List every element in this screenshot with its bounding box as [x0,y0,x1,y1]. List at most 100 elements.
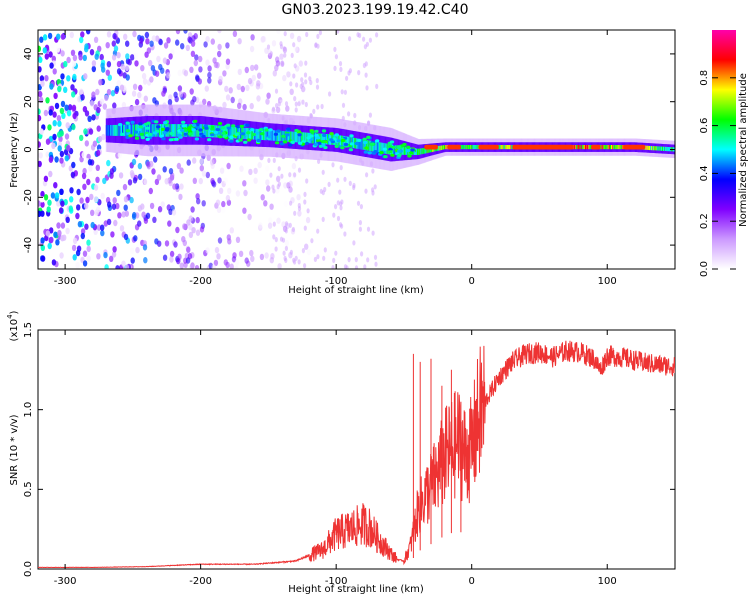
spectrogram-band-core [369,140,372,151]
spectrogram-band-speckle [181,124,186,128]
spectrogram-noise-cell [300,77,304,83]
spectrogram-noise-cell [47,124,52,131]
spectrogram-noise-cell [292,73,296,79]
spectrogram-band-speckle [246,138,252,142]
spectrogram-noise-cell [205,59,210,66]
spectrogram-noise-cell [272,70,277,77]
spectrogram-noise-cell [40,244,45,251]
spectrogram-noise-cell [270,253,275,260]
spectrogram-band-core [258,129,261,140]
spectrogram-noise-cell [284,101,289,107]
spectrogram-band-speckle [304,141,309,146]
spectrogram-band-speckle [191,128,196,132]
spectrogram-band-speckle [405,149,411,153]
spectrogram-noise-cell [211,264,216,269]
spectrogram-noise-cell [156,55,161,63]
spectrogram-noise-cell [101,133,106,141]
spectrogram-band-core [372,141,375,152]
spectrogram-band-core [615,145,618,150]
spectrogram-noise-cell [197,78,202,85]
spectrogram-band-core [437,146,440,151]
spectrogram-noise-cell [111,40,117,47]
spectrogram-band-speckle [204,126,209,130]
spectrogram-band-speckle [250,128,255,132]
spectrogram-band-core [606,145,609,150]
spectrogram-band-speckle [316,139,321,143]
spectrogram-band-core [147,124,149,137]
spectrogram-noise-cell [238,250,244,257]
spectrogram-noise-cell [272,188,276,194]
spectrogram-band-core [174,124,177,137]
spectrogram-noise-cell [316,43,320,49]
spectrogram-noise-cell [232,183,237,191]
spectrogram-band-core [460,145,463,150]
spectrogram-noise-cell [104,264,109,269]
spectrogram-band-core [304,132,307,143]
spectrogram-noise-cell [135,246,140,254]
spectrogram-band-core [601,145,604,150]
spectrogram-noise-cell [277,166,281,172]
spectrogram-noise-cell [145,38,150,45]
spectrogram-band-speckle [140,136,145,140]
spectrogram-noise-cell [123,204,128,211]
spectrogram-noise-cell [237,68,242,76]
spectrogram-noise-cell [64,133,70,140]
spectrogram-band-core [386,143,389,155]
spectrogram-noise-cell [217,43,222,51]
spectrogram-noise-cell [124,64,130,72]
spectrogram-band-core [153,124,156,137]
spectrogram-band-core [573,145,576,150]
spectrogram-noise-cell [227,187,232,195]
spectrogram-band-core [476,145,479,150]
spectrogram-noise-cell [362,36,366,42]
spectrogram-noise-cell [84,202,89,210]
spectrogram-noise-cell [113,219,118,227]
spectrogram-noise-cell [102,177,107,185]
spectrogram-band-core [576,145,579,150]
spectrogram-band-core [367,140,370,151]
spectrogram-band-core [605,145,608,150]
spectrogram-noise-cell [195,216,200,224]
spectrogram-noise-cell [44,53,49,60]
snr-frame [37,329,676,570]
spectrogram-band-speckle [297,141,303,145]
spectrogram-noise-cell [276,175,281,182]
spectrogram-noise-cell [211,179,216,187]
spectrogram-band-speckle [280,142,285,146]
spectrogram-noise-cell [272,221,276,227]
spectrogram-noise-cell [261,35,267,43]
spectrogram-noise-cell [44,75,49,82]
spectrogram-noise-cell [60,50,65,57]
spectrogram-noise-cell [59,150,65,158]
spectrogram-noise-cell [312,108,316,114]
spectrogram-noise-cell [59,252,64,259]
spectrogram-band-core [305,132,308,143]
spectrogram-noise-cell [216,206,222,214]
spectrogram-noise-cell [160,201,165,208]
spectrogram-noise-cell [40,190,45,198]
spectrogram-noise-cell [288,180,293,187]
spectrogram-noise-cell [123,233,129,241]
spectrogram-noise-cell [247,213,252,221]
spectrogram-noise-cell [269,51,273,57]
spectrogram-band-core [604,145,607,150]
spectrogram-band-core [381,142,384,154]
spectrogram-noise-cell [90,221,95,229]
spectrogram-noise-cell [82,250,88,257]
spectrogram-noise-cell [291,162,297,170]
spectrogram-noise-cell [121,101,127,109]
spectrogram-noise-cell [277,101,281,107]
spectrogram-band-core [509,145,512,150]
spectrogram-noise-cell [291,226,295,233]
spectrogram-band-core [353,137,355,149]
spectrogram-band-core [420,148,423,155]
spectrogram-band-core [210,125,213,138]
spectrogram-noise-cell [232,30,238,37]
colorbar-gradient [712,30,736,269]
spectrogram-noise-cell [353,112,357,119]
spectrogram-noise-cell [164,240,170,247]
spectrogram-band-core [474,145,477,150]
spectrogram-noise-cell [195,193,200,200]
spectrogram-noise-cell [71,244,77,252]
spectrogram-noise-cell [323,247,327,253]
